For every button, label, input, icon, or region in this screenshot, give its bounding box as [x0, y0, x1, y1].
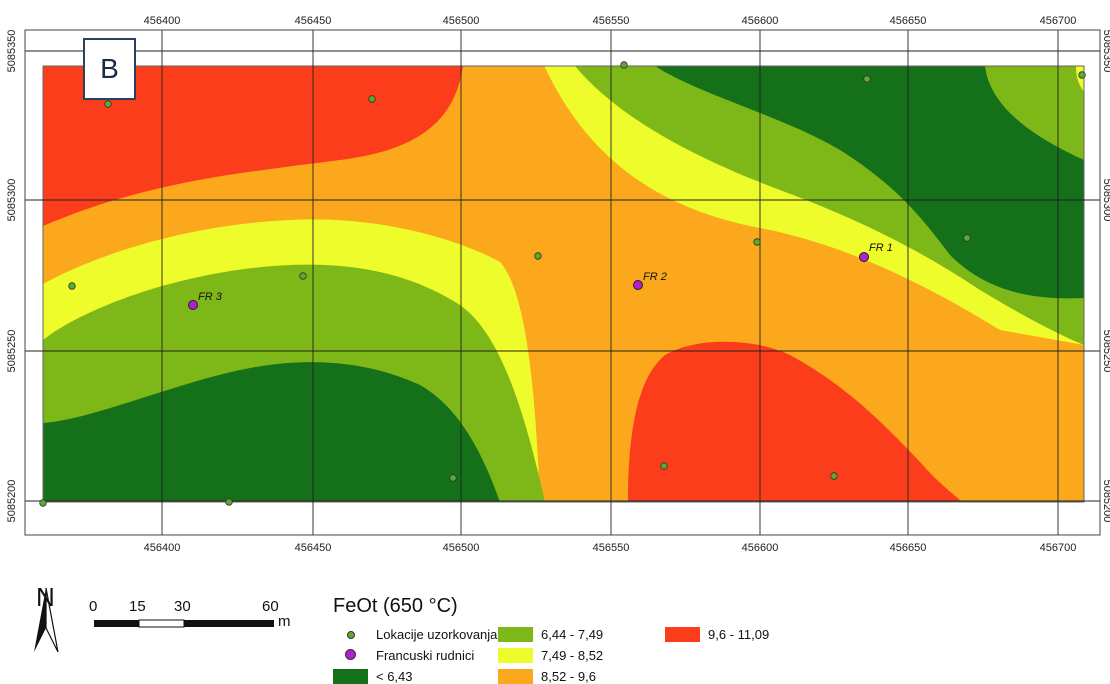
zone-class2-northeast-corner — [985, 66, 1084, 160]
sampling-point — [1078, 71, 1086, 79]
x-tick-bottom: 456550 — [593, 542, 630, 554]
scale-label: 15 — [129, 598, 146, 615]
legend-item-class1: < 6,43 — [333, 669, 413, 684]
x-tick-top: 456450 — [295, 15, 332, 27]
mine-point-icon — [345, 649, 356, 660]
sample-point-icon — [346, 631, 355, 639]
x-tick-top: 456600 — [742, 15, 779, 27]
y-tick-right: 5085300 — [1101, 179, 1110, 222]
scale-label: 60 — [262, 598, 279, 615]
sampling-point — [68, 282, 76, 290]
legend-label-mines: Francuski rudnici — [376, 648, 475, 663]
y-tick-labels-right: 5085350 5085300 5085250 5085200 — [1101, 30, 1110, 523]
x-tick-top: 456650 — [890, 15, 927, 27]
mine-fr1-label: FR 1 — [869, 242, 893, 254]
sampling-point — [620, 61, 628, 69]
sampling-point — [830, 472, 838, 480]
sampling-point — [39, 499, 47, 507]
x-tick-bottom: 456450 — [295, 542, 332, 554]
north-arrow-letter: N — [36, 582, 55, 612]
y-tick-right: 5085250 — [1101, 330, 1110, 373]
x-tick-bottom: 456650 — [890, 542, 927, 554]
zone-class5-northwest — [43, 66, 463, 226]
mine-fr2-label: FR 2 — [643, 271, 667, 283]
x-tick-top: 456700 — [1040, 15, 1077, 27]
legend-item-sample-points: Lokacije uzorkovanja — [333, 627, 497, 642]
scale-label: 30 — [174, 598, 191, 615]
sampling-point — [299, 272, 307, 280]
legend-label-class1: < 6,43 — [376, 669, 413, 684]
sampling-point — [963, 234, 971, 242]
x-tick-bottom: 456600 — [742, 542, 779, 554]
y-tick-left: 5085350 — [6, 30, 18, 73]
legend-swatch-class1 — [333, 669, 368, 684]
legend-swatch-class5 — [665, 627, 700, 642]
x-tick-bottom: 456500 — [443, 542, 480, 554]
sampling-point — [368, 95, 376, 103]
y-tick-right: 5085350 — [1101, 30, 1110, 73]
north-arrow-icon — [34, 587, 59, 653]
legend-label-class4: 8,52 - 9,6 — [541, 669, 596, 684]
legend-label-class2: 6,44 - 7,49 — [541, 627, 604, 642]
panel-label: B — [83, 38, 136, 100]
map-border — [42, 65, 1085, 503]
mine-fr3-label: FR 3 — [198, 291, 223, 303]
y-tick-left: 5085250 — [6, 330, 18, 373]
x-tick-labels-top: 456400 456450 456500 456550 456600 45665… — [144, 15, 1077, 27]
sampling-point — [449, 474, 457, 482]
legend-label-class3: 7,49 - 8,52 — [541, 648, 604, 663]
legend-item-class5: 9,6 - 11,09 — [665, 627, 769, 642]
sampling-point — [863, 75, 871, 83]
legend-label-sample-points: Lokacije uzorkovanja — [376, 627, 498, 642]
mine-fr2-marker — [633, 280, 643, 290]
french-mines: FR 1 FR 2 FR 3 — [188, 242, 893, 310]
legend-label-class5: 9,6 - 11,09 — [708, 627, 770, 642]
y-tick-left: 5085200 — [6, 480, 18, 523]
legend-item-mines: Francuski rudnici — [333, 648, 474, 663]
sampling-locations — [39, 61, 1086, 507]
feot-zone-map — [43, 66, 1084, 502]
legend-swatch-class3 — [498, 648, 533, 663]
x-tick-bottom: 456700 — [1040, 542, 1077, 554]
scale-bar — [94, 619, 274, 628]
sampling-point — [225, 498, 233, 506]
coordinate-grid — [25, 30, 1100, 535]
legend-item-class2: 6,44 - 7,49 — [498, 627, 603, 642]
sampling-point — [534, 252, 542, 260]
sampling-point — [104, 100, 112, 108]
zone-class5-south — [628, 341, 962, 502]
x-tick-bottom: 456400 — [144, 542, 181, 554]
y-tick-right: 5085200 — [1101, 480, 1110, 523]
sampling-point — [660, 462, 668, 470]
map-frame: 456400 456450 456500 456550 456600 45665… — [6, 15, 1110, 653]
x-tick-top: 456550 — [593, 15, 630, 27]
sampling-point — [753, 238, 761, 246]
grid-frame — [24, 29, 1101, 536]
mine-fr3-marker — [188, 300, 198, 310]
scale-label: 0 — [89, 598, 98, 615]
x-tick-labels-bottom: 456400 456450 456500 456550 456600 45665… — [144, 542, 1077, 554]
x-tick-top: 456400 — [144, 15, 181, 27]
mine-fr1-marker — [859, 252, 869, 262]
y-tick-labels-left: 5085350 5085300 5085250 5085200 — [6, 30, 18, 523]
legend-item-class3: 7,49 - 8,52 — [498, 648, 603, 663]
legend-swatch-class2 — [498, 627, 533, 642]
zone-class1-southwest — [43, 362, 500, 502]
legend-title: FeOt (650 °C) — [333, 595, 458, 617]
y-tick-left: 5085300 — [6, 179, 18, 222]
legend-swatch-class4 — [498, 669, 533, 684]
scale-unit: m — [278, 613, 291, 630]
legend-item-class4: 8,52 - 9,6 — [498, 669, 596, 684]
zone-class1-northeast — [655, 66, 1084, 299]
x-tick-top: 456500 — [443, 15, 480, 27]
